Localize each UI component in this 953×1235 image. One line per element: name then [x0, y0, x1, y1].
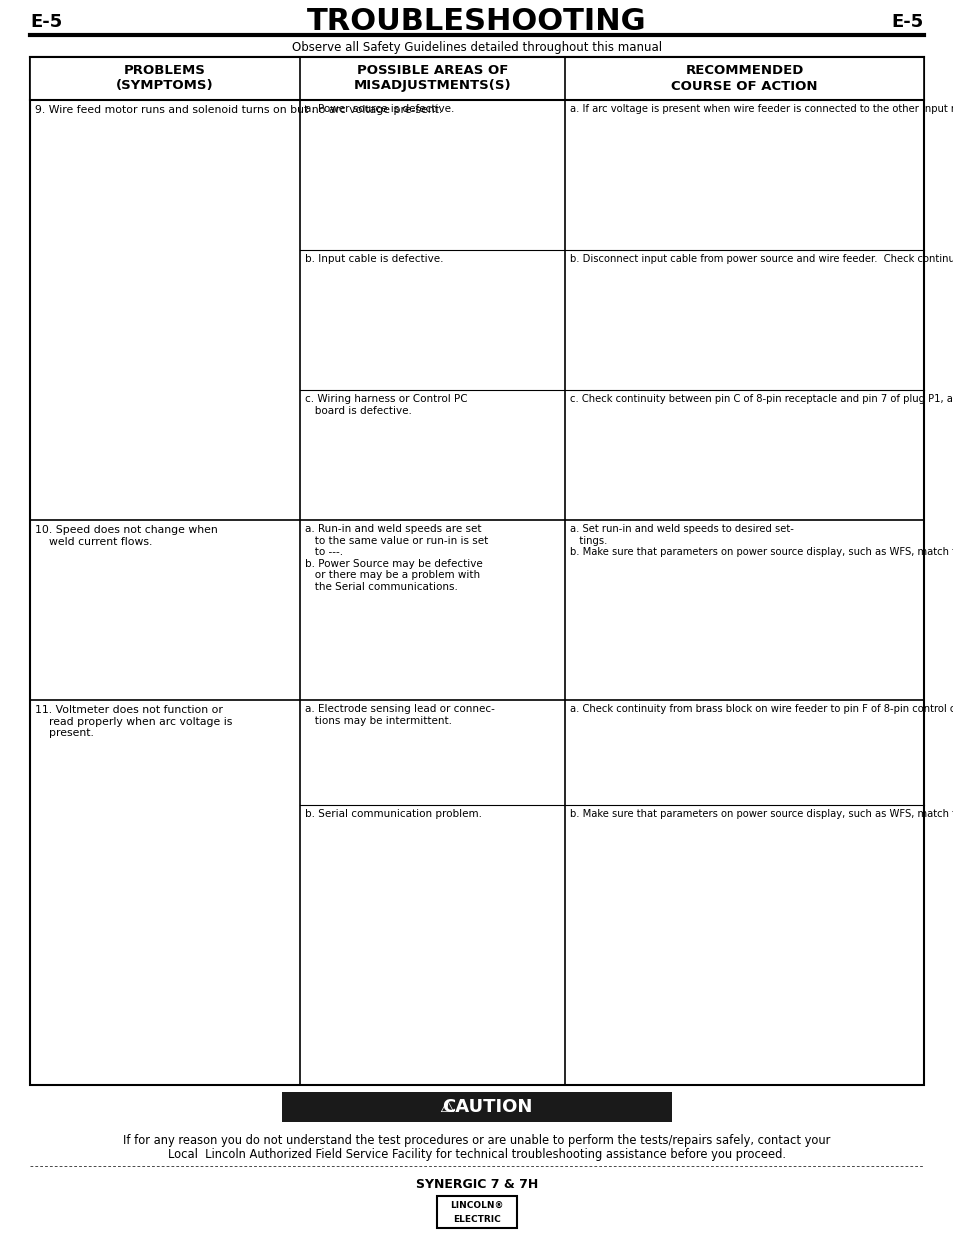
Text: PROBLEMS
(SYMPTOMS): PROBLEMS (SYMPTOMS) — [116, 64, 213, 93]
Text: 9. Wire feed motor runs and solenoid turns on but no arc voltage pre-sent.: 9. Wire feed motor runs and solenoid tur… — [35, 105, 442, 115]
Text: a. Electrode sensing lead or connec-
   tions may be intermittent.: a. Electrode sensing lead or connec- tio… — [305, 704, 495, 726]
Text: If for any reason you do not understand the test procedures or are unable to per: If for any reason you do not understand … — [123, 1134, 830, 1147]
Text: c. Wiring harness or Control PC
   board is defective.: c. Wiring harness or Control PC board is… — [305, 394, 467, 416]
Text: a. If arc voltage is present when wire feeder is connected to the other input re: a. If arc voltage is present when wire f… — [569, 104, 953, 114]
Text: SYNERGIC 7 & 7H: SYNERGIC 7 & 7H — [416, 1178, 537, 1191]
Text: POSSIBLE AREAS OF
MISADJUSTMENTS(S): POSSIBLE AREAS OF MISADJUSTMENTS(S) — [354, 64, 511, 93]
Text: CAUTION: CAUTION — [441, 1098, 532, 1116]
Text: ELECTRIC: ELECTRIC — [453, 1214, 500, 1224]
Text: E-5: E-5 — [30, 14, 62, 31]
Text: a. Run-in and weld speeds are set
   to the same value or run-in is set
   to --: a. Run-in and weld speeds are set to the… — [305, 524, 488, 592]
Bar — [436, 1195, 517, 1228]
Text: 11. Voltmeter does not function or
    read properly when arc voltage is
    pre: 11. Voltmeter does not function or read … — [35, 705, 233, 739]
Text: LINCOLN®: LINCOLN® — [450, 1200, 503, 1209]
Text: E-5: E-5 — [891, 14, 923, 31]
Text: b. Serial communication problem.: b. Serial communication problem. — [305, 809, 481, 819]
Text: b. Make sure that parameters on power source display, such as WFS, match those o: b. Make sure that parameters on power so… — [569, 809, 953, 819]
Text: c. Check continuity between pin C of 8-pin receptacle and pin 7 of plug P1, and : c. Check continuity between pin C of 8-p… — [569, 394, 953, 404]
Text: a. Power source is defective.: a. Power source is defective. — [305, 104, 454, 114]
Text: b. Disconnect input cable from power source and wire feeder.  Check continuity b: b. Disconnect input cable from power sou… — [569, 254, 953, 264]
Text: Local  Lincoln Authorized Field Service Facility for technical troubleshooting a: Local Lincoln Authorized Field Service F… — [168, 1149, 785, 1161]
Bar — [30, 57, 923, 1086]
Text: a. Set run-in and weld speeds to desired set-
   tings.
b. Make sure that parame: a. Set run-in and weld speeds to desired… — [569, 524, 953, 557]
Bar — [282, 1092, 671, 1123]
Text: 10. Speed does not change when
    weld current flows.: 10. Speed does not change when weld curr… — [35, 525, 217, 547]
Bar — [30, 57, 923, 100]
Text: Observe all Safety Guidelines detailed throughout this manual: Observe all Safety Guidelines detailed t… — [292, 41, 661, 53]
Text: ⚠: ⚠ — [439, 1098, 454, 1116]
Text: RECOMMENDED
COURSE OF ACTION: RECOMMENDED COURSE OF ACTION — [671, 64, 817, 93]
Text: a. Check continuity from brass block on wire feeder to pin F of 8-pin control ca: a. Check continuity from brass block on … — [569, 704, 953, 714]
Text: b. Input cable is defective.: b. Input cable is defective. — [305, 254, 443, 264]
Text: TROUBLESHOOTING: TROUBLESHOOTING — [307, 7, 646, 37]
